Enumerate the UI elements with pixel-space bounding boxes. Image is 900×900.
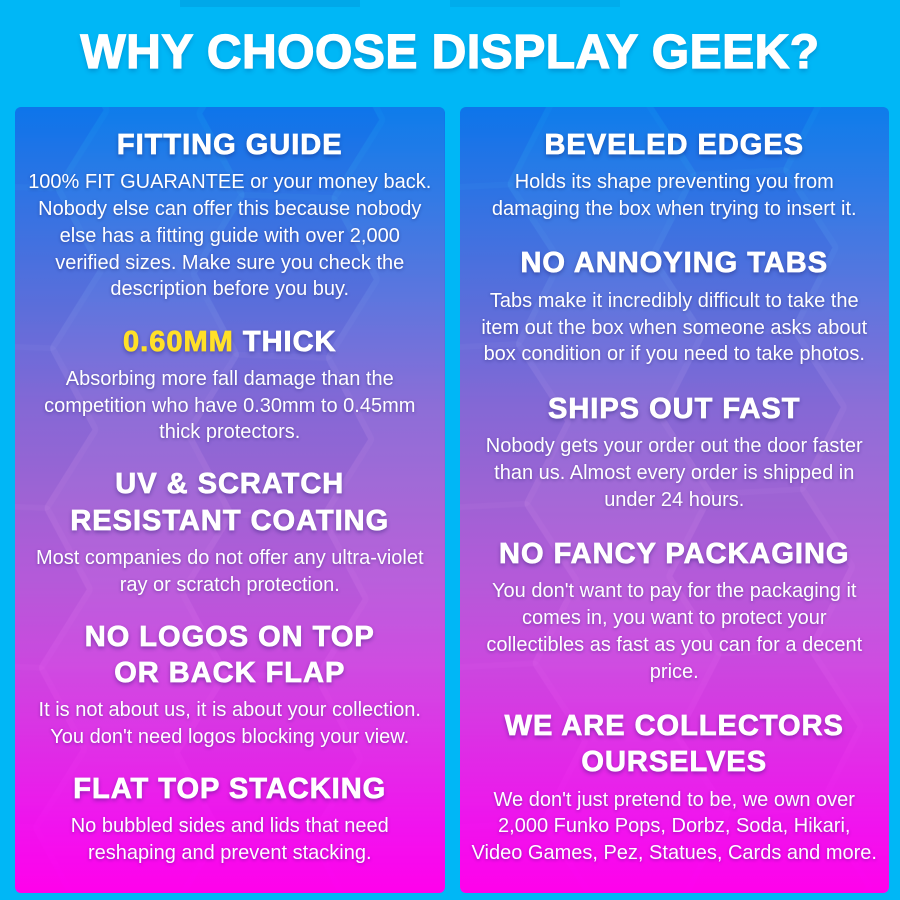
section-uv-scratch: UV & SCRATCH RESISTANT COATING Most comp… [27, 466, 433, 598]
heading-accent: 0.60MM [123, 325, 234, 358]
top-edge-pattern [0, 0, 900, 7]
section-heading: 0.60MM THICK [27, 324, 433, 360]
section-body: Nobody gets your order out the door fast… [485, 434, 863, 511]
section-body: We don't just pretend to be, we own over… [471, 788, 877, 865]
section-body: It is not about us, it is about your col… [38, 699, 421, 749]
section-thickness: 0.60MM THICK Absorbing more fall damage … [27, 324, 433, 447]
section-no-logos: NO LOGOS ON TOP OR BACK FLAP It is not a… [27, 619, 433, 751]
section-heading: BEVELED EDGES [544, 129, 805, 162]
section-body: Tabs make it incredibly difficult to tak… [481, 289, 868, 366]
panel-right-content: BEVELED EDGES Holds its shape preventing… [460, 107, 890, 893]
section-body: No bubbled sides and lids that need resh… [70, 815, 389, 865]
section-flat-top: FLAT TOP STACKING No bubbled sides and l… [27, 771, 433, 867]
section-body: You don't want to pay for the packaging … [486, 580, 863, 683]
section-heading: SHIPS OUT FAST [548, 392, 801, 425]
section-we-are-collectors: WE ARE COLLECTORS OURSELVES We don't jus… [472, 708, 878, 867]
panel-left-content: FITTING GUIDE 100% FIT GUARANTEE or your… [15, 107, 445, 893]
section-heading: NO LOGOS ON TOP OR BACK FLAP [84, 620, 375, 690]
section-no-fancy-packaging: NO FANCY PACKAGING You don't want to pay… [472, 536, 878, 685]
section-body: 100% FIT GUARANTEE or your money back. N… [28, 171, 432, 301]
section-body: Holds its shape preventing you from dama… [491, 171, 857, 221]
section-beveled-edges: BEVELED EDGES Holds its shape preventing… [472, 127, 878, 223]
section-body: Most companies do not offer any ultra-vi… [35, 546, 424, 596]
feature-columns: FITTING GUIDE 100% FIT GUARANTEE or your… [15, 107, 889, 893]
section-no-tabs: NO ANNOYING TABS Tabs make it incredibly… [472, 245, 878, 368]
section-fitting-guide: FITTING GUIDE 100% FIT GUARANTEE or your… [27, 127, 433, 303]
panel-right: BEVELED EDGES Holds its shape preventing… [459, 107, 890, 893]
section-heading: WE ARE COLLECTORS OURSELVES [504, 710, 844, 779]
section-heading: FITTING GUIDE [116, 129, 343, 162]
heading-rest: THICK [233, 325, 337, 358]
section-ships-fast: SHIPS OUT FAST Nobody gets your order ou… [472, 391, 878, 514]
section-heading: NO ANNOYING TABS [520, 247, 829, 280]
page-title: WHY CHOOSE DISPLAY GEEK? [80, 25, 820, 79]
section-body: Absorbing more fall damage than the comp… [44, 367, 416, 444]
section-heading: FLAT TOP STACKING [73, 773, 387, 806]
panel-left: FITTING GUIDE 100% FIT GUARANTEE or your… [15, 107, 445, 893]
section-heading: UV & SCRATCH RESISTANT COATING [70, 468, 390, 537]
section-heading: NO FANCY PACKAGING [499, 538, 850, 571]
header-bar: WHY CHOOSE DISPLAY GEEK? [0, 0, 900, 104]
